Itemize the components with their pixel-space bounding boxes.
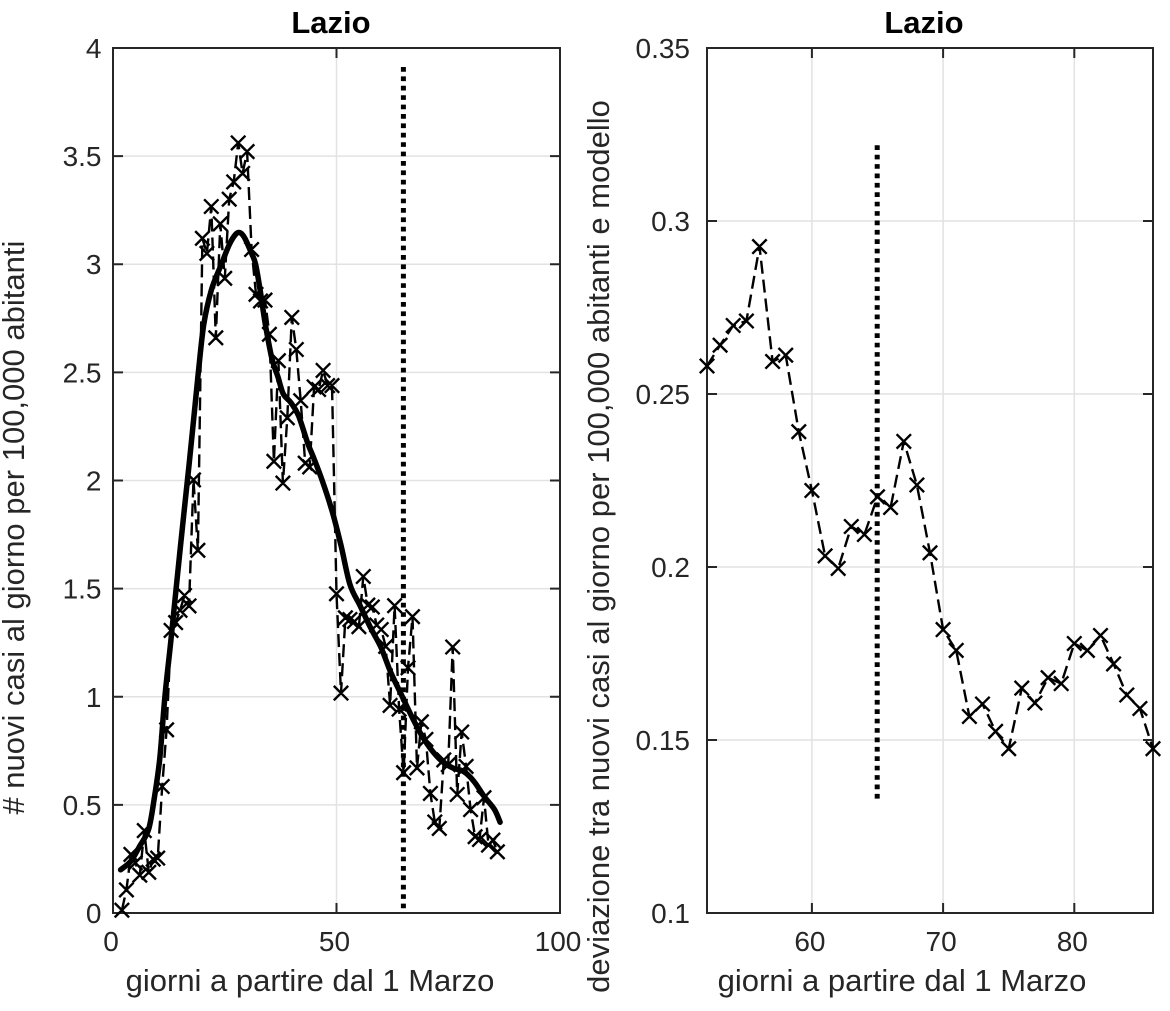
- svg-text:0.3: 0.3: [651, 206, 690, 237]
- svg-text:1.5: 1.5: [63, 574, 102, 605]
- svg-text:0.2: 0.2: [651, 552, 690, 583]
- svg-text:70: 70: [926, 926, 957, 957]
- svg-text:0: 0: [103, 926, 119, 957]
- svg-text:80: 80: [1057, 926, 1088, 957]
- svg-text:0: 0: [86, 898, 102, 929]
- svg-text:0.1: 0.1: [651, 898, 690, 929]
- svg-text:2: 2: [86, 466, 102, 497]
- svg-text:2.5: 2.5: [63, 357, 102, 388]
- svg-text:Lazio: Lazio: [884, 5, 963, 40]
- svg-text:# nuovi casi al giorno per 100: # nuovi casi al giorno per 100,000 abita…: [0, 241, 31, 815]
- svg-text:Lazio: Lazio: [291, 5, 370, 40]
- svg-text:0.5: 0.5: [63, 790, 102, 821]
- svg-text:deviazione tra nuovi casi al g: deviazione tra nuovi casi al giorno per …: [581, 100, 616, 993]
- svg-text:giorni a partire dal 1 Marzo: giorni a partire dal 1 Marzo: [718, 963, 1087, 998]
- svg-text:100: 100: [535, 926, 582, 957]
- svg-text:giorni a partire dal 1 Marzo: giorni a partire dal 1 Marzo: [126, 963, 495, 998]
- svg-text:1: 1: [86, 682, 102, 713]
- svg-text:4: 4: [86, 33, 102, 64]
- svg-text:3.5: 3.5: [63, 141, 102, 172]
- svg-text:50: 50: [319, 926, 350, 957]
- svg-text:3: 3: [86, 249, 102, 280]
- svg-text:0.35: 0.35: [636, 33, 691, 64]
- svg-text:0.15: 0.15: [636, 725, 691, 756]
- svg-text:60: 60: [794, 926, 825, 957]
- svg-text:0.25: 0.25: [636, 379, 691, 410]
